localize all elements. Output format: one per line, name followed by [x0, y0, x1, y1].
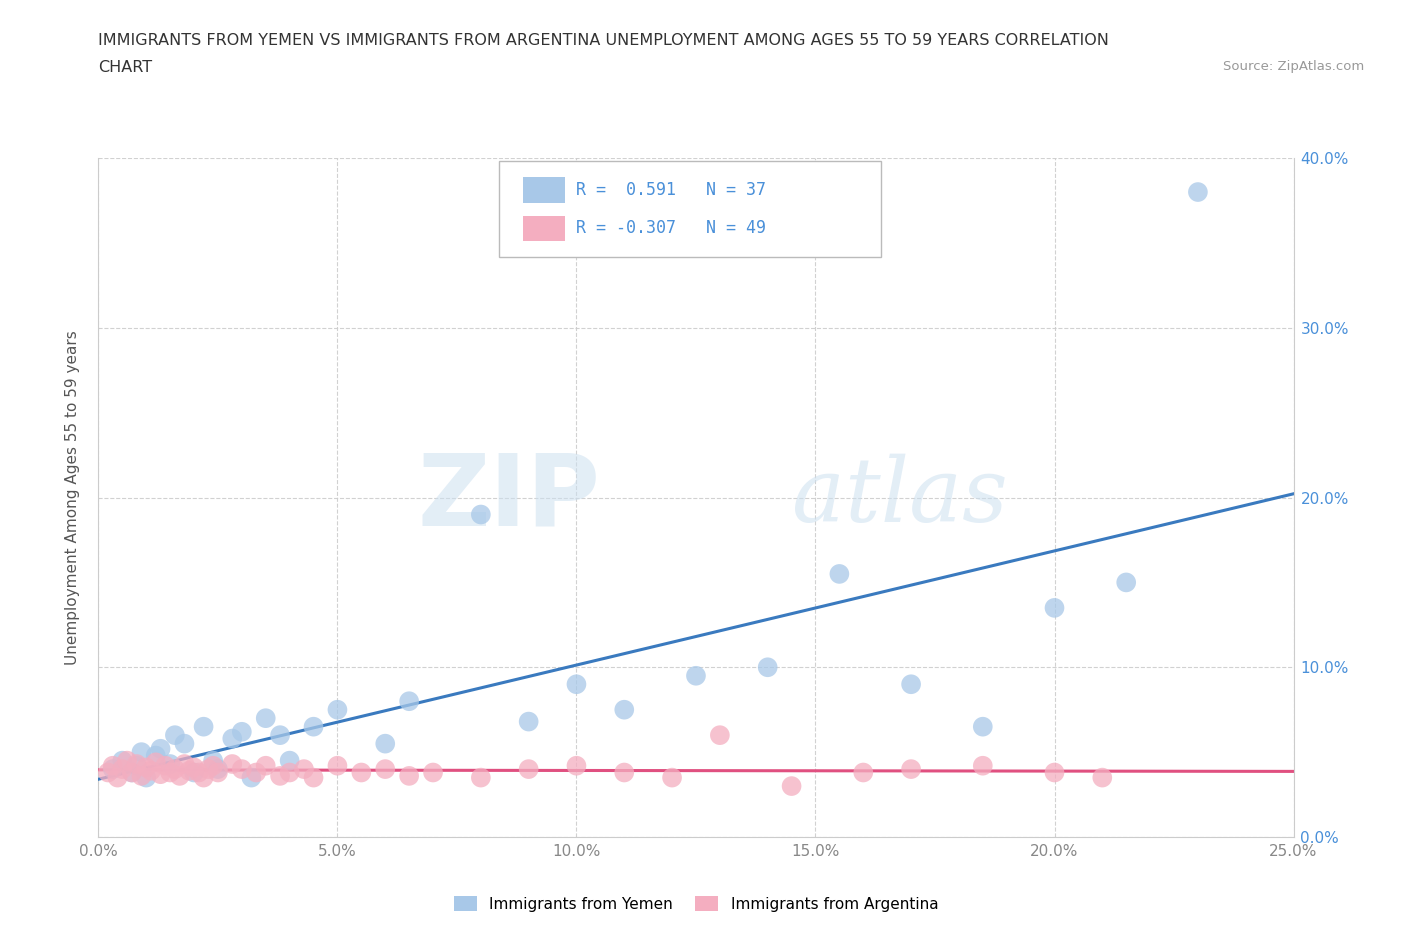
Point: [183, 765, 205, 780]
Point: [302, 770, 325, 785]
Point: [97, 765, 120, 780]
Point: [470, 507, 492, 522]
Text: atlas: atlas: [792, 454, 1007, 541]
Point: [173, 757, 195, 772]
Point: [202, 758, 225, 773]
Text: R =  0.591   N = 37: R = 0.591 N = 37: [576, 180, 766, 199]
Text: CHART: CHART: [98, 60, 152, 75]
Point: [756, 660, 779, 675]
Point: [780, 778, 803, 793]
Point: [231, 762, 253, 777]
Point: [163, 762, 186, 777]
Point: [111, 753, 134, 768]
Point: [852, 765, 875, 780]
Point: [254, 711, 277, 725]
Point: [972, 719, 994, 734]
Point: [1115, 575, 1137, 590]
Point: [613, 765, 636, 780]
Point: [169, 768, 191, 783]
Point: [828, 566, 851, 581]
Point: [131, 768, 153, 783]
Point: [517, 762, 540, 777]
Point: [292, 762, 315, 777]
Point: [125, 757, 148, 772]
Point: [302, 719, 325, 734]
Point: [470, 770, 492, 785]
Point: [240, 770, 263, 785]
Point: [121, 765, 143, 780]
Point: [398, 768, 420, 783]
Point: [350, 765, 373, 780]
Point: [121, 765, 143, 780]
Point: [207, 762, 229, 777]
Point: [613, 702, 636, 717]
Point: [101, 758, 124, 773]
Point: [155, 758, 177, 773]
Point: [111, 762, 134, 777]
Point: [193, 770, 215, 785]
Point: [179, 764, 201, 778]
Point: [661, 770, 683, 785]
Point: [145, 748, 167, 763]
Point: [1091, 770, 1114, 785]
Point: [221, 731, 243, 746]
Text: IMMIGRANTS FROM YEMEN VS IMMIGRANTS FROM ARGENTINA UNEMPLOYMENT AMONG AGES 55 TO: IMMIGRANTS FROM YEMEN VS IMMIGRANTS FROM…: [98, 33, 1109, 47]
Point: [900, 677, 922, 692]
Point: [101, 762, 124, 777]
Point: [149, 741, 172, 756]
Point: [422, 765, 444, 780]
Point: [374, 762, 396, 777]
Point: [278, 765, 301, 780]
Point: [326, 702, 349, 717]
Point: [1043, 601, 1066, 616]
Point: [972, 758, 994, 773]
Point: [115, 753, 138, 768]
FancyBboxPatch shape: [499, 162, 882, 257]
Point: [107, 770, 129, 785]
Text: Source: ZipAtlas.com: Source: ZipAtlas.com: [1223, 60, 1364, 73]
Point: [159, 757, 181, 772]
Point: [207, 765, 229, 780]
Point: [163, 727, 186, 742]
Point: [187, 765, 209, 780]
Point: [269, 768, 291, 783]
Point: [565, 677, 588, 692]
Y-axis label: Unemployment Among Ages 55 to 59 years: Unemployment Among Ages 55 to 59 years: [65, 330, 80, 665]
Point: [900, 762, 922, 777]
Point: [139, 764, 162, 778]
Point: [254, 758, 277, 773]
Point: [231, 724, 253, 739]
Point: [183, 760, 205, 775]
Point: [685, 669, 707, 684]
Point: [131, 745, 153, 760]
Legend: Immigrants from Yemen, Immigrants from Argentina: Immigrants from Yemen, Immigrants from A…: [447, 889, 945, 918]
Point: [398, 694, 420, 709]
Point: [221, 757, 243, 772]
Point: [197, 762, 219, 777]
Point: [145, 755, 167, 770]
Point: [1187, 185, 1209, 200]
Point: [565, 758, 588, 773]
Point: [278, 753, 301, 768]
Point: [173, 737, 195, 751]
Point: [326, 758, 349, 773]
Point: [193, 719, 215, 734]
Point: [517, 714, 540, 729]
Text: ZIP: ZIP: [418, 449, 600, 546]
Point: [202, 753, 225, 768]
Bar: [523, 216, 565, 241]
Point: [125, 758, 148, 773]
Point: [1043, 765, 1066, 780]
Point: [135, 770, 157, 785]
Point: [709, 727, 731, 742]
Point: [135, 760, 157, 775]
Point: [374, 737, 396, 751]
Point: [159, 765, 181, 780]
Point: [149, 766, 172, 781]
Point: [245, 765, 267, 780]
Text: R = -0.307   N = 49: R = -0.307 N = 49: [576, 219, 766, 237]
Point: [269, 727, 291, 742]
Bar: [523, 177, 565, 203]
